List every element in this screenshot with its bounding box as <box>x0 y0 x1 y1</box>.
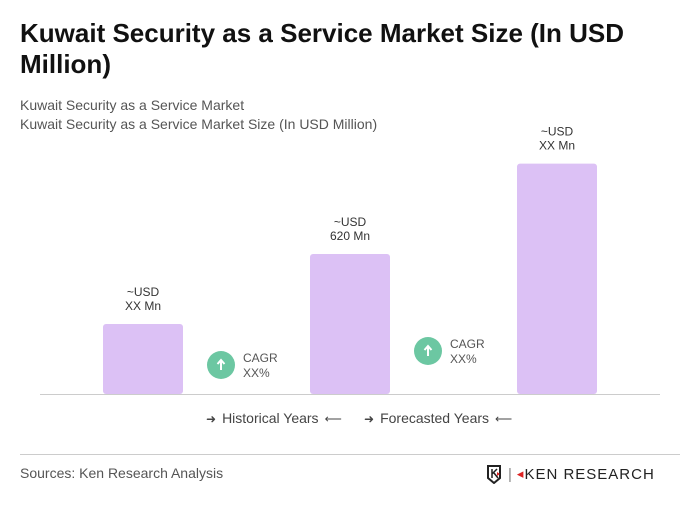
sources: Sources: Ken Research Analysis <box>20 465 224 481</box>
arrow-up-icon <box>423 344 433 356</box>
page-title: Kuwait Security as a Service Market Size… <box>20 18 625 79</box>
ken-research-logo: | ◂ KEN RESEARCH <box>486 464 655 484</box>
legend-forecast-label: Forecasted Years <box>380 410 490 426</box>
data-label: ~USD <box>541 125 574 139</box>
subtitle: Kuwait Security as a Service Market <box>20 97 245 113</box>
bar <box>517 163 597 394</box>
arrow-up-icon <box>216 358 226 370</box>
cagr-label: CAGR <box>243 351 278 365</box>
cagr-label: CAGR <box>450 337 485 351</box>
logo-icon <box>487 465 501 484</box>
logo-text: KEN RESEARCH <box>524 465 655 483</box>
legend-forecast: ➜ Forecasted Years ⟵ <box>364 410 513 426</box>
chart-subtitle: Kuwait Security as a Service Market Size… <box>20 116 378 132</box>
legend-historical-label: Historical Years <box>222 410 319 426</box>
data-label: ~USD <box>127 285 160 299</box>
data-label: 620 Mn <box>330 229 370 243</box>
legend-historical: ➜ Historical Years ⟵ <box>206 410 342 426</box>
divider <box>20 454 680 455</box>
cagr-value: XX% <box>450 352 477 366</box>
bar <box>103 324 183 394</box>
data-label: ~USD <box>334 215 367 229</box>
cagr-value: XX% <box>243 366 270 380</box>
data-label: XX Mn <box>539 139 575 153</box>
data-label: XX Mn <box>125 299 161 313</box>
bar <box>310 254 390 394</box>
